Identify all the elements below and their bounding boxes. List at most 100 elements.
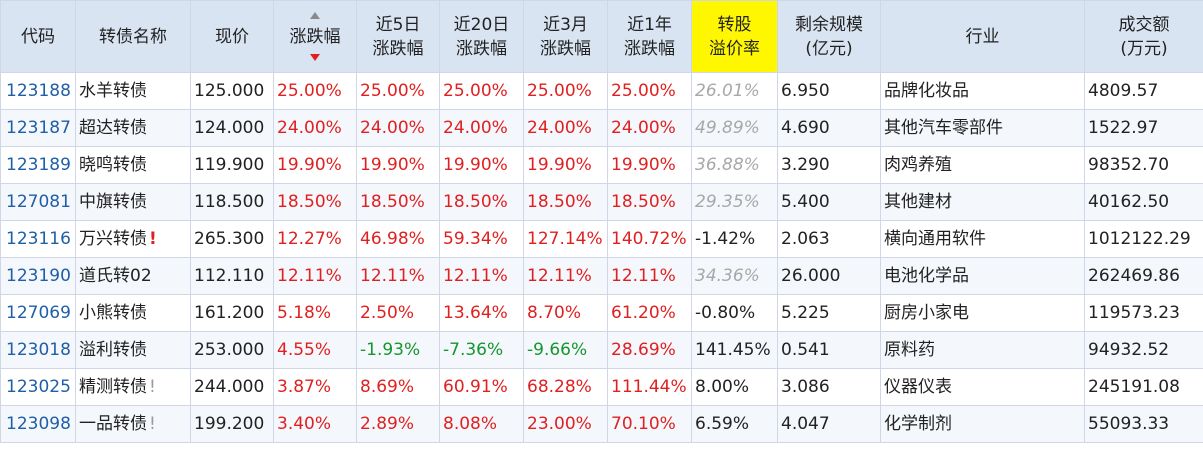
cell-price: 125.000: [190, 72, 274, 110]
cell-code[interactable]: 123189: [0, 146, 76, 184]
cell-volume: 4809.57: [1084, 72, 1203, 110]
cell-name-text[interactable]: 超达转债: [79, 118, 147, 138]
cell-chg20d: 8.08%: [439, 405, 524, 443]
cell-chg5d-text: 2.50%: [360, 303, 415, 323]
sort-asc-icon: [310, 11, 320, 19]
cell-code-text[interactable]: 123188: [6, 81, 71, 101]
cell-volume: 245191.08: [1084, 368, 1203, 406]
header-change-label: 涨跌幅: [289, 26, 341, 47]
warning-flag-icon: !: [149, 229, 157, 249]
cell-code-text[interactable]: 123025: [6, 377, 71, 397]
cell-chg1y: 25.00%: [607, 72, 692, 110]
cell-chg5d-text: 12.11%: [360, 266, 425, 286]
cell-name[interactable]: 精测转债!: [75, 368, 191, 406]
cell-name[interactable]: 超达转债: [75, 109, 191, 147]
cell-name-text[interactable]: 晓鸣转债: [79, 155, 147, 175]
cell-premium: 6.59%: [691, 405, 778, 443]
cell-premium: -1.42%: [691, 220, 778, 258]
cell-chg3m-text: 68.28%: [527, 377, 592, 397]
cell-chg20d-text: 8.08%: [443, 414, 498, 434]
cell-chg20d: 19.90%: [439, 146, 524, 184]
header-row: 代码 转债名称 现价 涨跌幅 近5日 涨跌幅 近20日 涨跌幅 近3月 涨跌幅 近1年…: [0, 0, 1203, 73]
cell-industry-text: 仪器仪表: [884, 377, 952, 397]
cell-remain: 3.086: [777, 368, 881, 406]
header-premium[interactable]: 转股 溢价率: [691, 0, 778, 73]
cell-name-text[interactable]: 万兴转债: [79, 229, 147, 249]
cell-name-text[interactable]: 溢利转债: [79, 340, 147, 360]
cell-premium-text: 34.36%: [695, 266, 760, 286]
cell-chg5d-text: 25.00%: [360, 81, 425, 101]
warning-flag-icon: !: [149, 377, 156, 397]
cell-code[interactable]: 123018: [0, 331, 76, 369]
header-remain[interactable]: 剩余规模 (亿元): [777, 0, 881, 73]
cell-premium: 36.88%: [691, 146, 778, 184]
cell-code[interactable]: 123190: [0, 257, 76, 295]
table-row[interactable]: 127081 中旗转债 118.500 18.50% 18.50% 18.50% 18.50…: [0, 183, 1203, 221]
header-industry[interactable]: 行业: [880, 0, 1085, 73]
cell-change-text: 5.18%: [277, 303, 332, 323]
header-code[interactable]: 代码: [0, 0, 76, 73]
cell-industry-text: 厨房小家电: [884, 303, 969, 323]
cell-name[interactable]: 道氏转02: [75, 257, 191, 295]
header-price[interactable]: 现价: [190, 0, 274, 73]
header-chg20d[interactable]: 近20日 涨跌幅: [439, 0, 524, 73]
cell-name[interactable]: 溢利转债: [75, 331, 191, 369]
cell-code-text[interactable]: 123018: [6, 340, 71, 360]
cell-name[interactable]: 中旗转债: [75, 183, 191, 221]
cell-code[interactable]: 127081: [0, 183, 76, 221]
cell-name[interactable]: 晓鸣转债: [75, 146, 191, 184]
cell-name-text[interactable]: 道氏转02: [79, 266, 152, 286]
cell-code-text[interactable]: 127069: [6, 303, 71, 323]
cell-code-text[interactable]: 123189: [6, 155, 71, 175]
table-row[interactable]: 123189 晓鸣转债 119.900 19.90% 19.90% 19.90% 19.90…: [0, 146, 1203, 184]
table-row[interactable]: 123116 万兴转债! 265.300 12.27% 46.98% 59.34% 127.…: [0, 220, 1203, 258]
header-chg5d-line2: 涨跌幅: [372, 38, 424, 59]
cell-name[interactable]: 小熊转债: [75, 294, 191, 332]
cell-price: 124.000: [190, 109, 274, 147]
cell-remain: 5.400: [777, 183, 881, 221]
cell-chg5d: 2.50%: [356, 294, 440, 332]
cell-volume-text: 1522.97: [1088, 118, 1159, 138]
table-row[interactable]: 123025 精测转债! 244.000 3.87% 8.69% 60.91% 68.28%…: [0, 368, 1203, 406]
cell-code[interactable]: 123098: [0, 405, 76, 443]
table-row[interactable]: 123098 一品转债! 199.200 3.40% 2.89% 8.08% 23.00% 7…: [0, 405, 1203, 443]
cell-name[interactable]: 万兴转债!: [75, 220, 191, 258]
header-chg1y[interactable]: 近1年 涨跌幅: [607, 0, 692, 73]
header-premium-line2: 溢价率: [709, 38, 760, 59]
header-name[interactable]: 转债名称: [75, 0, 191, 73]
cell-code[interactable]: 123116: [0, 220, 76, 258]
cell-name[interactable]: 水羊转债: [75, 72, 191, 110]
cell-code-text[interactable]: 123116: [6, 229, 71, 249]
cell-chg3m: 127.14%: [523, 220, 608, 258]
cell-chg20d: -7.36%: [439, 331, 524, 369]
cell-name-text[interactable]: 精测转债: [79, 377, 147, 397]
cell-change: 24.00%: [273, 109, 357, 147]
cell-name-text[interactable]: 小熊转债: [79, 303, 147, 323]
cell-price-text: 161.200: [194, 303, 265, 323]
table-row[interactable]: 123187 超达转债 124.000 24.00% 24.00% 24.00% 24.00…: [0, 109, 1203, 147]
cell-code-text[interactable]: 127081: [6, 192, 71, 212]
table-row[interactable]: 123018 溢利转债 253.000 4.55% -1.93% -7.36% -9.66%…: [0, 331, 1203, 369]
cell-code[interactable]: 123025: [0, 368, 76, 406]
cell-code-text[interactable]: 123187: [6, 118, 71, 138]
cell-remain-text: 3.086: [781, 377, 830, 397]
table-row[interactable]: 123190 道氏转02 112.110 12.11% 12.11% 12.11% 12.1…: [0, 257, 1203, 295]
table-row[interactable]: 127069 小熊转债 161.200 5.18% 2.50% 13.64% 8.70% 61…: [0, 294, 1203, 332]
header-chg5d[interactable]: 近5日 涨跌幅: [356, 0, 440, 73]
cell-code-text[interactable]: 123098: [6, 414, 71, 434]
header-volume[interactable]: 成交额 (万元): [1084, 0, 1203, 73]
cell-name[interactable]: 一品转债!: [75, 405, 191, 443]
header-change[interactable]: 涨跌幅: [273, 0, 357, 73]
table-row[interactable]: 123188 水羊转债 125.000 25.00% 25.00% 25.00% 25.00…: [0, 72, 1203, 110]
cell-code-text[interactable]: 123190: [6, 266, 71, 286]
cell-name-text[interactable]: 一品转债: [79, 414, 147, 434]
header-chg3m[interactable]: 近3月 涨跌幅: [523, 0, 608, 73]
cell-chg1y-text: 25.00%: [611, 81, 676, 101]
cell-code[interactable]: 123188: [0, 72, 76, 110]
cell-price-text: 118.500: [194, 192, 265, 212]
cell-name-text[interactable]: 中旗转债: [79, 192, 147, 212]
cell-code[interactable]: 123187: [0, 109, 76, 147]
cell-name-text[interactable]: 水羊转债: [79, 81, 147, 101]
cell-code[interactable]: 127069: [0, 294, 76, 332]
cell-volume-text: 245191.08: [1088, 377, 1180, 397]
